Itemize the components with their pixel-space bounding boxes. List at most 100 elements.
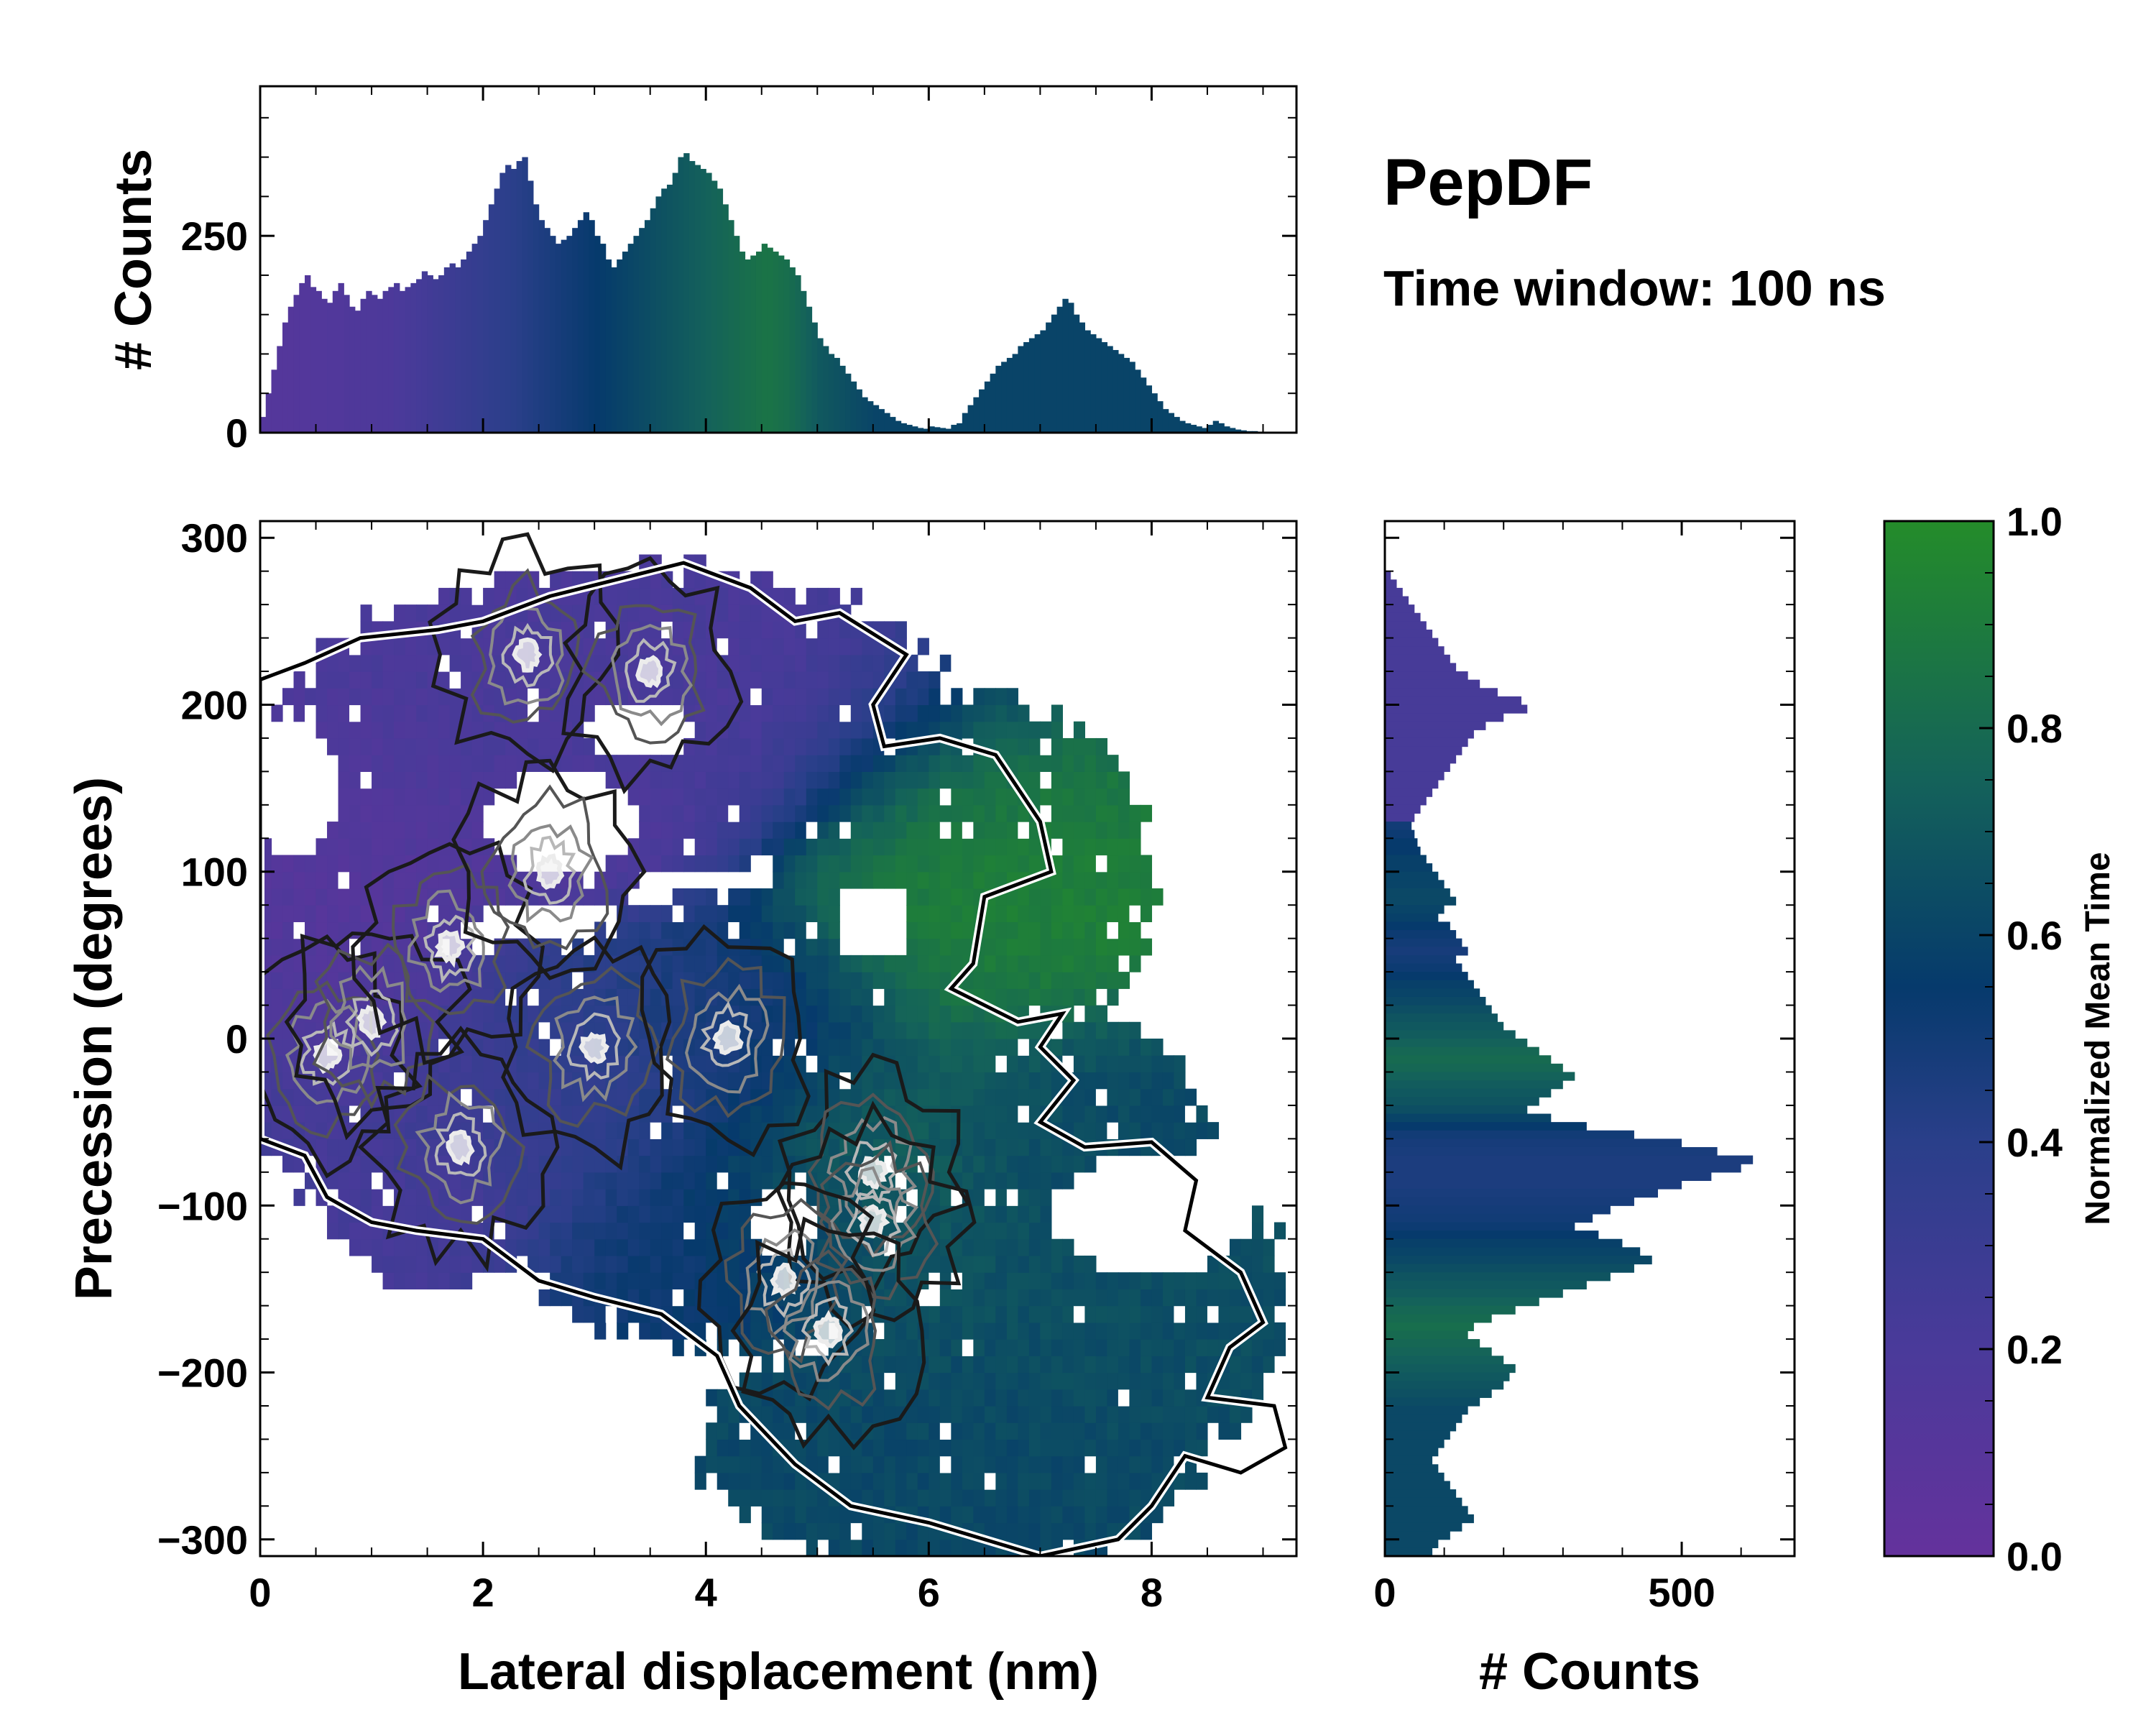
heatmap-cell xyxy=(650,1222,662,1240)
heatmap-cell xyxy=(427,804,439,822)
heatmap-cell xyxy=(761,888,773,906)
heatmap-cell xyxy=(594,604,607,622)
heatmap-cell xyxy=(773,1305,785,1323)
heatmap-cell xyxy=(750,888,763,906)
heatmap-cell xyxy=(984,1255,996,1273)
main-ytick-label: −200 xyxy=(157,1351,248,1396)
right-histogram-bar xyxy=(1385,1339,1480,1348)
heatmap-cell xyxy=(627,1172,640,1190)
heatmap-cell xyxy=(973,1172,985,1190)
heatmap-cell xyxy=(862,1472,874,1490)
heatmap-cell xyxy=(672,1289,684,1307)
heatmap-cell xyxy=(483,788,495,806)
heatmap-cell xyxy=(483,1055,495,1073)
heatmap-cell xyxy=(1107,1289,1119,1307)
top-histogram-bar xyxy=(321,298,328,433)
heatmap-cell xyxy=(1084,1489,1097,1506)
heatmap-cell xyxy=(694,788,706,806)
heatmap-cell xyxy=(1028,1238,1041,1256)
heatmap-cell xyxy=(382,954,395,972)
heatmap-cell xyxy=(973,822,985,839)
heatmap-cell xyxy=(1129,1339,1141,1356)
heatmap-cell xyxy=(1018,888,1030,906)
heatmap-cell xyxy=(650,822,662,839)
heatmap-cell xyxy=(1184,1422,1197,1440)
top-histogram-bar xyxy=(583,212,590,433)
heatmap-cell xyxy=(672,1155,684,1173)
heatmap-cell xyxy=(1018,1489,1030,1506)
density-contour xyxy=(393,1073,525,1225)
heatmap-cell xyxy=(617,855,629,873)
right-histogram-bar xyxy=(1385,1363,1516,1374)
heatmap-cell xyxy=(984,988,996,1006)
heatmap-cell xyxy=(962,1021,974,1039)
heatmap-cell xyxy=(862,1405,874,1423)
heatmap-cell xyxy=(516,1072,528,1090)
heatmap-cell xyxy=(973,1255,985,1273)
heatmap-cell xyxy=(1107,1122,1119,1139)
heatmap-cell xyxy=(528,1105,540,1123)
heatmap-cell xyxy=(382,804,395,822)
heatmap-cell xyxy=(850,704,862,722)
density-contour xyxy=(579,1031,609,1064)
right-histogram-bar xyxy=(1385,629,1433,639)
heatmap-cell xyxy=(528,1005,540,1023)
heatmap-cell xyxy=(1018,721,1030,739)
outer-boundary-contour xyxy=(260,561,1288,1556)
heatmap-cell xyxy=(416,972,428,989)
heatmap-cell xyxy=(471,755,484,772)
heatmap-cell xyxy=(895,621,907,639)
heatmap-cell xyxy=(1263,1238,1275,1256)
heatmap-cell xyxy=(627,755,640,772)
heatmap-cell xyxy=(639,604,651,622)
heatmap-cell xyxy=(706,1289,718,1307)
heatmap-cell xyxy=(806,1489,818,1506)
heatmap-cell xyxy=(962,1405,974,1423)
heatmap-cell xyxy=(372,704,384,722)
heatmap-cell xyxy=(872,954,885,972)
heatmap-cell xyxy=(1107,1072,1119,1090)
heatmap-cell xyxy=(293,871,305,889)
heatmap-cell xyxy=(862,771,874,789)
heatmap-cell xyxy=(939,838,952,856)
heatmap-cell xyxy=(761,604,773,622)
heatmap-cell xyxy=(1207,1322,1220,1340)
heatmap-cell xyxy=(516,1205,528,1223)
heatmap-cell xyxy=(750,1005,763,1023)
heatmap-cell xyxy=(305,704,317,722)
heatmap-cell xyxy=(929,1039,941,1056)
heatmap-cell xyxy=(572,1272,584,1289)
top-histogram-bar xyxy=(773,252,779,433)
heatmap-cell xyxy=(1051,1389,1063,1407)
heatmap-cell xyxy=(973,1539,985,1556)
heatmap-cell xyxy=(583,1305,595,1323)
heatmap-cell xyxy=(338,737,350,755)
right-histogram-bar xyxy=(1385,871,1439,880)
heatmap-cell xyxy=(962,1155,974,1173)
heatmap-cell xyxy=(717,671,729,689)
heatmap-cell xyxy=(594,688,607,706)
heatmap-cell xyxy=(1218,1289,1230,1307)
heatmap-cell xyxy=(1051,972,1063,989)
right-histogram-bar xyxy=(1385,704,1528,714)
heatmap-cell xyxy=(761,972,773,989)
heatmap-cell xyxy=(1118,1105,1130,1123)
heatmap-cell xyxy=(1095,1088,1108,1106)
heatmap-cell xyxy=(850,755,862,772)
heatmap-cell xyxy=(1129,921,1141,939)
top-histogram-bar xyxy=(1212,420,1220,433)
heatmap-cell xyxy=(939,755,952,772)
heatmap-cell xyxy=(617,988,629,1006)
heatmap-cell xyxy=(1140,1472,1153,1490)
heatmap-cell xyxy=(594,1088,607,1106)
heatmap-cell xyxy=(416,788,428,806)
heatmap-cell xyxy=(728,721,740,739)
heatmap-cell xyxy=(984,1305,996,1323)
heatmap-cell xyxy=(394,671,406,689)
heatmap-cell xyxy=(583,1222,595,1240)
heatmap-cell xyxy=(739,822,751,839)
heatmap-cell xyxy=(929,1122,941,1139)
right-histogram-bar xyxy=(1385,638,1439,647)
heatmap-cell xyxy=(750,1172,763,1190)
heatmap-cell xyxy=(817,1055,829,1073)
